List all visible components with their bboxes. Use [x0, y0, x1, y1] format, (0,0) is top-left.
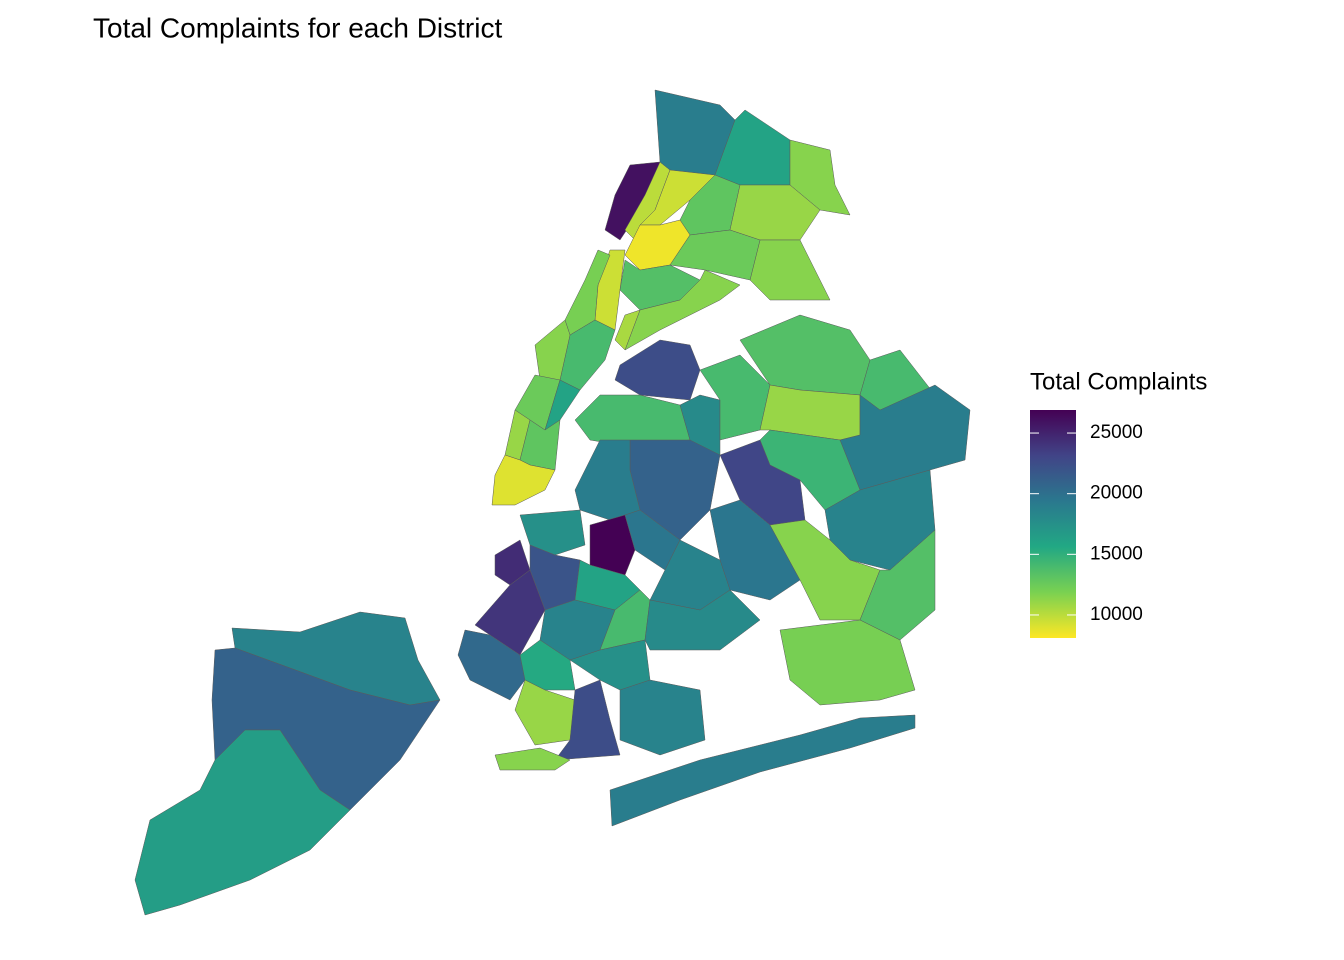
district — [574, 439, 641, 521]
district — [491, 454, 556, 506]
district — [644, 589, 761, 651]
district — [554, 679, 621, 761]
district — [519, 509, 586, 556]
colorbar-tick-label: 20000 — [1090, 483, 1143, 504]
colorbar-tick-label: 15000 — [1090, 543, 1143, 564]
district — [749, 239, 831, 301]
district — [779, 619, 916, 706]
district — [839, 384, 971, 491]
legend: 10000 15000 20000 25000 — [1030, 422, 1143, 625]
map — [134, 89, 971, 916]
district — [574, 394, 691, 446]
colorbar-tick-label: 25000 — [1090, 422, 1143, 443]
district — [609, 714, 916, 827]
district — [614, 309, 641, 351]
district — [134, 729, 351, 916]
district — [624, 269, 741, 351]
district — [494, 747, 571, 771]
legend-title: Total Complaints — [1030, 368, 1207, 395]
chart-title: Total Complaints for each District — [93, 12, 502, 43]
colorbar-tick-label: 10000 — [1090, 604, 1143, 625]
district — [614, 339, 701, 401]
district — [457, 629, 526, 701]
district — [619, 679, 706, 756]
district — [589, 514, 636, 576]
colorbar — [1030, 410, 1076, 638]
